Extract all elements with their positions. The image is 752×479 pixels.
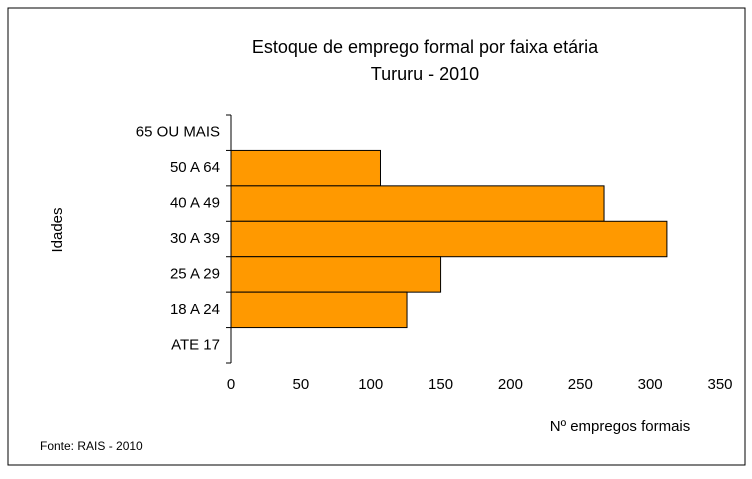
y-tick-label: 40 A 49 xyxy=(170,195,220,212)
bar xyxy=(230,220,668,258)
source-note: Fonte: RAIS - 2010 xyxy=(40,439,143,453)
x-tick-label: 50 xyxy=(293,376,310,393)
bar xyxy=(230,185,605,222)
y-tick-label: ATE 17 xyxy=(171,336,220,353)
x-tick-label: 350 xyxy=(707,376,732,393)
x-tick-label: 0 xyxy=(227,376,235,393)
y-tick-label: 65 OU MAIS xyxy=(136,124,220,141)
y-tick-label: 50 A 64 xyxy=(170,159,220,176)
bar xyxy=(230,149,381,187)
bar xyxy=(230,256,442,293)
y-axis-label: Idades xyxy=(49,207,66,252)
x-tick-label: 250 xyxy=(568,376,593,393)
y-tick-label: 25 A 29 xyxy=(170,265,220,282)
y-tick-label: 30 A 39 xyxy=(170,230,220,247)
x-tick-label: 300 xyxy=(638,376,663,393)
y-tick-label: 18 A 24 xyxy=(170,301,220,318)
chart-title: Estoque de emprego formal por faixa etár… xyxy=(252,37,599,57)
x-tick-label: 100 xyxy=(358,376,383,393)
bar xyxy=(230,291,408,329)
chart-subtitle: Tururu - 2010 xyxy=(371,64,479,84)
x-axis-label: Nº empregos formais xyxy=(550,418,691,435)
x-tick-label: 150 xyxy=(428,376,453,393)
x-tick-label: 200 xyxy=(498,376,523,393)
